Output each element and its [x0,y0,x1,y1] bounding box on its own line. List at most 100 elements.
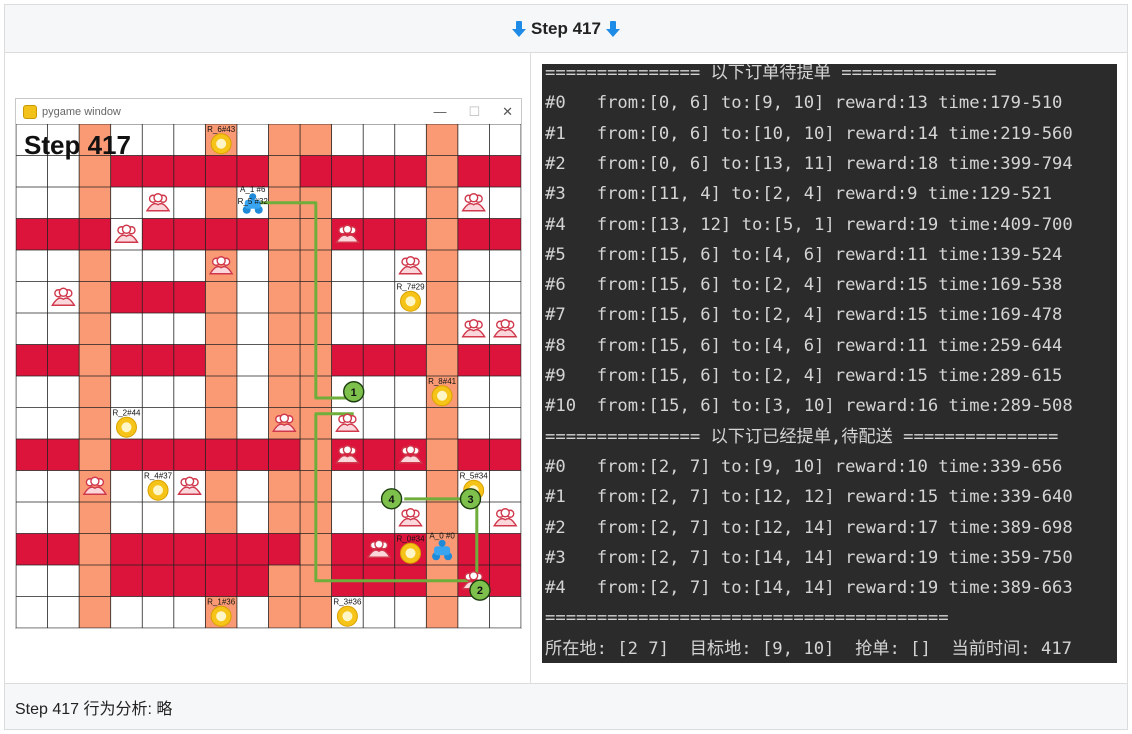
restaurant-icon [147,479,169,501]
blocked-cell [331,155,364,187]
waypoint-number: 4 [389,494,396,506]
rider-icon [242,193,263,214]
blocked-cell [331,344,364,376]
blocked-cell [142,218,174,250]
blocked-cell [489,155,521,187]
blocked-cell [363,155,395,187]
restaurant-label: R_4#37 [144,471,173,480]
blocked-cell [489,565,521,597]
analysis-text: Step 417 行为分析: 略 [15,700,173,718]
terminal-output: =============== 以下订单待提单 =============== #… [542,64,1117,663]
blocked-cell [142,281,174,313]
blocked-cell [363,533,395,565]
window-controls: — ☐ ✕ [433,99,513,124]
down-arrow-icon [605,20,620,37]
customer-icon [145,193,171,212]
blocked-cell [394,218,427,250]
blocked-cell [363,218,395,250]
blocked-cell [489,533,521,565]
restaurant-icon [115,416,137,438]
customer-icon [492,508,518,527]
waypoint-number: 3 [467,494,473,506]
step-title: Step 417 [531,18,601,38]
terminal-line: #4 from:[13, 12] to:[5, 1] reward:19 tim… [545,214,1073,235]
customer-icon [335,445,360,464]
blocked-cell [16,218,48,250]
pygame-window[interactable]: pygame window — ☐ ✕ R_6#43 R_7#29 R_8#41 R_… [15,98,522,629]
restaurant-label: R_3#36 [333,597,362,606]
blocked-cell [47,218,80,250]
blocked-cell [142,439,174,471]
terminal-line: #5 from:[15, 6] to:[4, 6] reward:11 time… [545,244,1063,265]
blocked-cell [142,155,174,187]
restaurant-label: R_0#34 [397,534,426,543]
blocked-cell [173,344,206,376]
terminal-line: #1 from:[2, 7] to:[12, 12] reward:15 tim… [545,487,1073,508]
close-icon[interactable]: ✕ [502,103,513,119]
minimize-icon[interactable]: — [433,104,447,119]
rider-label: A_1 #6 [240,185,266,194]
blocked-cell [236,565,269,597]
customer-icon [398,256,423,275]
customer-icon [461,319,486,338]
restaurant-label: R_5#34 [460,471,489,480]
terminal-line: #0 from:[0, 6] to:[9, 10] reward:13 time… [545,93,1063,114]
route-path [314,412,471,583]
restaurant-label: R_2#44 [112,408,141,417]
blocked-cell [205,533,237,565]
terminal-line: #3 from:[11, 4] to:[2, 4] reward:9 time:… [545,184,1053,205]
restaurant-label: R_8#41 [428,377,457,386]
maximize-icon[interactable]: ☐ [468,103,481,119]
pygame-titlebar[interactable]: pygame window — ☐ ✕ [16,99,521,124]
blocked-cell [331,218,364,250]
customer-icon [51,287,76,306]
route-path [246,201,348,400]
blocked-cell [173,439,206,471]
terminal-line: #4 from:[2, 7] to:[14, 14] reward:19 tim… [545,578,1073,599]
waypoint-marker [459,488,482,510]
pygame-window-title: pygame window [42,105,121,118]
blocked-cell [47,344,80,376]
blocked-cell [300,155,332,187]
blocked-cell [457,218,490,250]
blocked-cell [331,533,364,565]
blocked-cell [142,344,174,376]
terminal-line: #2 from:[2, 7] to:[12, 14] reward:17 tim… [545,517,1073,538]
blocked-cell [489,439,521,471]
terminal-line: #2 from:[0, 6] to:[13, 11] reward:18 tim… [545,153,1073,174]
blocked-cell [16,439,48,471]
game-cell: pygame window — ☐ ✕ R_6#43 R_7#29 R_8#41 R_… [5,53,531,683]
restaurant-icon [400,290,422,312]
restaurant-icon [336,605,358,627]
restaurant-label: R_6#43 [207,125,236,134]
blocked-cell [457,155,490,187]
customer-icon [82,476,108,495]
terminal-line: ======================================= [545,608,949,629]
waypoint-marker [469,579,491,601]
waypoint-number: 1 [351,387,357,399]
blocked-cell [394,155,427,187]
down-arrow-icon [512,20,527,37]
customer-icon [335,224,360,243]
terminal-line: =============== 以下订已经提单,待配送 ============… [545,426,1059,447]
blocked-cell [173,155,206,187]
step-panel: Step 417 pygame window — ☐ ✕ [4,4,1128,730]
customer-icon [177,476,202,495]
blocked-cell [47,533,80,565]
rider-label: A_0 #0 [429,531,455,540]
rider-icon [432,539,453,561]
terminal-line: #10 from:[15, 6] to:[3, 10] reward:16 ti… [545,396,1073,417]
restaurant-label: R_7#29 [397,282,426,291]
blocked-cell [394,439,427,471]
blocked-cell [268,533,301,565]
blocked-cell [16,344,48,376]
blocked-cell [236,218,269,250]
blocked-cell [236,533,269,565]
game-canvas[interactable]: R_6#43 R_7#29 R_8#41 R_2#44 R_4#37 R_5#34 R_0#… [15,123,522,629]
waypoint-number: 2 [477,585,483,597]
waypoint-marker [343,381,365,403]
terminal-line: #6 from:[15, 6] to:[2, 4] reward:15 time… [545,275,1063,296]
terminal-line: 所在地: [2 7] 目标地: [9, 10] 抢单: [] 当前时间: 417 [545,638,1073,659]
terminal-line: #7 from:[15, 6] to:[2, 4] reward:15 time… [545,305,1063,326]
blocked-cell [457,533,490,565]
